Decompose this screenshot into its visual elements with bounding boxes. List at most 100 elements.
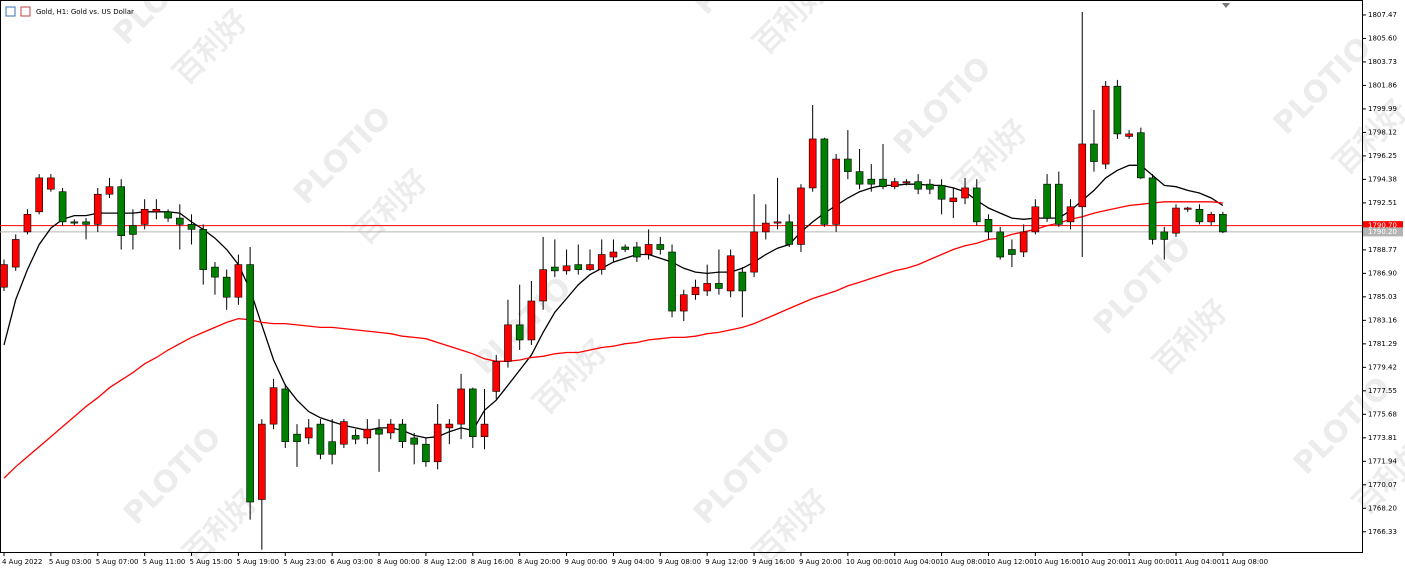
x-tick-label: 10 Aug 08:00 [940, 558, 987, 566]
x-tick-label: 9 Aug 12:00 [705, 558, 748, 566]
candle-body [35, 177, 43, 213]
icon[interactable] [5, 6, 16, 17]
candle-body [398, 423, 407, 443]
candle-body [937, 185, 946, 200]
x-tick-label: 5 Aug 19:00 [236, 558, 279, 566]
x-tick-label: 8 Aug 12:00 [424, 558, 467, 566]
candle-body [433, 423, 442, 463]
y-tick-label: 1792.51 [1368, 199, 1397, 207]
candle-body [750, 231, 758, 273]
candle-body [855, 171, 864, 185]
candle-body [70, 221, 79, 224]
candle-body [1008, 249, 1016, 255]
candle-body [914, 181, 922, 190]
x-tick-label: 10 Aug 04:00 [893, 558, 940, 566]
price-label: 1790.20 [1368, 228, 1397, 236]
candle-body [164, 211, 172, 219]
candle-body [351, 435, 360, 440]
chart-title: Gold, H1: Gold vs. US Dollar [36, 8, 134, 16]
candle-body [375, 428, 383, 435]
candle-body [340, 421, 348, 445]
y-tick-label: 1803.73 [1368, 58, 1397, 66]
candle-body [1043, 183, 1051, 219]
candle-body [515, 324, 524, 341]
candle-body [1183, 207, 1192, 210]
candle-body [656, 244, 665, 250]
candle-body [1148, 177, 1157, 240]
candle-body [504, 324, 512, 362]
candle-body [1195, 208, 1204, 223]
candle-body [949, 197, 958, 203]
candle-body [609, 251, 618, 258]
candle-body [574, 264, 583, 270]
candle-body [1031, 206, 1040, 233]
x-tick-label: 10 Aug 00:00 [846, 558, 893, 566]
x-tick-label: 8 Aug 16:00 [471, 558, 514, 566]
y-tick-label: 1781.29 [1368, 340, 1397, 348]
candle-body [1125, 133, 1133, 137]
candle-body [1019, 231, 1028, 253]
y-tick-label: 1796.25 [1368, 152, 1397, 160]
price-label-box [1363, 227, 1403, 237]
candle-body [527, 300, 536, 341]
candle-body [586, 264, 594, 270]
candle-body [316, 423, 325, 455]
y-tick-label: 1773.81 [1368, 434, 1397, 442]
y-tick-label: 1775.68 [1368, 410, 1397, 418]
candle-body [844, 158, 852, 172]
candle-body [234, 264, 243, 298]
candle-body [328, 441, 336, 455]
icon[interactable] [20, 6, 31, 17]
y-tick-label: 1794.38 [1368, 175, 1397, 183]
candle-body [668, 251, 676, 312]
candle-body [703, 283, 712, 292]
candle-body [902, 181, 911, 184]
candle-body [82, 221, 90, 225]
candle-body [679, 294, 688, 312]
candle-body [785, 221, 794, 245]
candle-body [222, 276, 231, 298]
candle-body [1160, 231, 1169, 240]
x-tick-label: 10 Aug 16:00 [1033, 558, 1080, 566]
candle-body [140, 208, 149, 225]
candle-body [269, 387, 278, 425]
x-tick-label: 5 Aug 03:00 [49, 558, 92, 566]
candle-body [11, 239, 20, 268]
candle-body [1055, 183, 1063, 225]
x-tick-label: 11 Aug 00:00 [1127, 558, 1174, 566]
candle-body [597, 254, 606, 270]
y-tick-label: 1771.94 [1368, 457, 1397, 465]
x-tick-label: 6 Aug 03:00 [330, 558, 373, 566]
x-tick-label: 4 Aug 2022 [2, 558, 42, 566]
candle-body [926, 183, 934, 190]
candle-body [445, 423, 454, 429]
y-tick-label: 1768.20 [1368, 504, 1397, 512]
candle-body [457, 388, 465, 425]
y-tick-label: 1807.47 [1368, 11, 1397, 19]
candle-body [621, 246, 629, 250]
candle-body [304, 427, 313, 439]
y-tick-label: 1785.03 [1368, 293, 1397, 301]
candle-body [410, 437, 419, 445]
x-tick-label: 8 Aug 20:00 [518, 558, 561, 566]
x-tick-label: 9 Aug 00:00 [565, 558, 608, 566]
x-tick-label: 9 Aug 04:00 [611, 558, 654, 566]
y-tick-label: 1801.86 [1368, 81, 1397, 89]
candle-body [691, 286, 700, 296]
candle-body [422, 443, 430, 463]
candle-body [47, 177, 55, 190]
candle-body [480, 423, 489, 437]
candle-body [890, 181, 899, 187]
x-tick-label: 10 Aug 12:00 [986, 558, 1033, 566]
price-label: 1790.70 [1368, 222, 1397, 230]
candle-body [176, 217, 184, 225]
candle-body [1219, 214, 1227, 233]
candle-body [644, 244, 653, 255]
candle-body [961, 187, 969, 199]
y-tick-label: 1799.99 [1368, 105, 1397, 113]
candle-body [1066, 206, 1075, 223]
candle-body [258, 423, 266, 500]
candle-body [468, 388, 477, 437]
candle-body [93, 193, 102, 225]
